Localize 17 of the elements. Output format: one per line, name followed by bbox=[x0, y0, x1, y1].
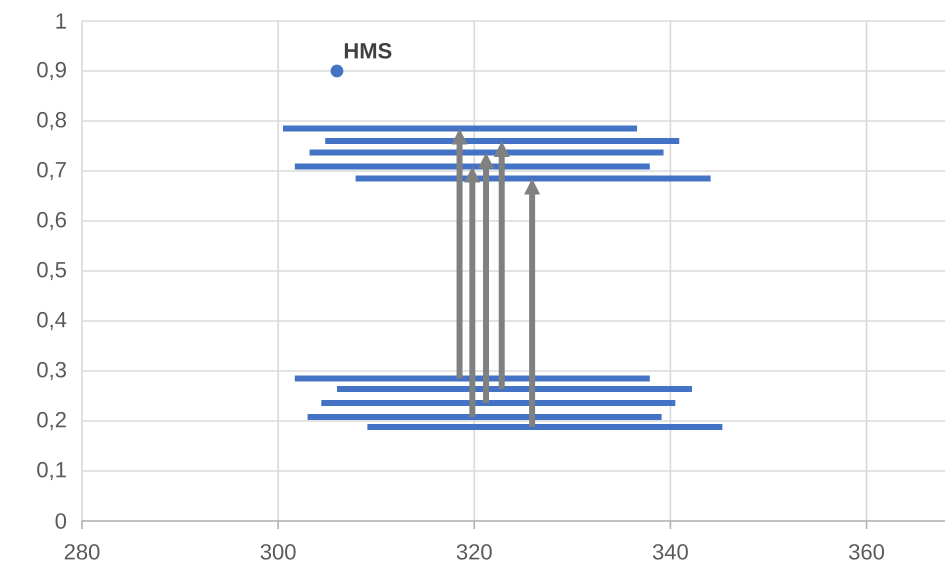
x-tick-label: 280 bbox=[64, 544, 100, 560]
x-tick-label: 360 bbox=[849, 544, 884, 560]
annotation: HMS bbox=[344, 43, 392, 59]
y-tick-label: 1 bbox=[56, 13, 66, 29]
x-tick-label: 320 bbox=[456, 544, 492, 560]
x-tick-label: 340 bbox=[652, 544, 688, 560]
y-tick-label: 0,7 bbox=[37, 162, 66, 180]
y-tick-label: 0,1 bbox=[37, 462, 66, 480]
y-tick-label: 0 bbox=[56, 513, 66, 529]
y-tick-label: 0,8 bbox=[37, 112, 66, 130]
y-tick-label: 0,6 bbox=[37, 212, 66, 230]
y-tick-label: 0,4 bbox=[37, 312, 66, 330]
y-tick-label: 0,2 bbox=[37, 412, 66, 430]
y-tick-label: 0,9 bbox=[37, 62, 66, 80]
y-tick-label: 0,3 bbox=[37, 362, 66, 380]
y-tick-label: 0,5 bbox=[37, 262, 66, 280]
x-tick-label: 300 bbox=[260, 544, 296, 560]
